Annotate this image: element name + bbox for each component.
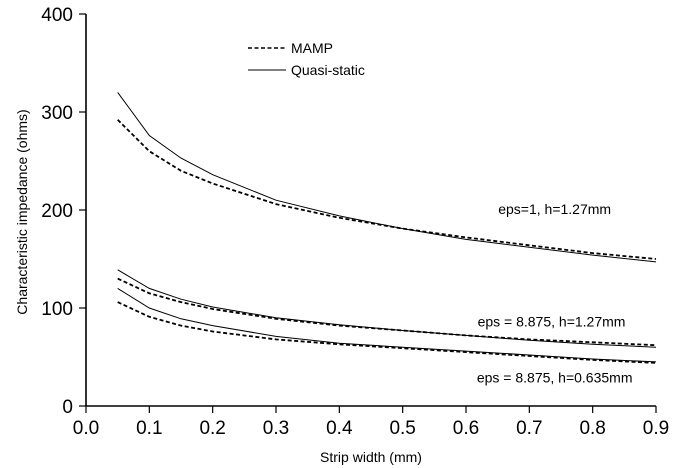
curve-group-annotation: eps = 8.875, h=0.635mm <box>477 369 633 385</box>
quasi-static-series-line <box>117 269 657 348</box>
mamp-series-line <box>117 277 657 347</box>
y-tick-label: 100 <box>41 299 73 320</box>
mamp-series-line <box>117 301 657 364</box>
quasi-static-series-line <box>117 92 657 263</box>
x-tick-label: 0.0 <box>73 418 99 439</box>
x-tick-label: 0.2 <box>199 418 225 439</box>
quasi-static-series-line <box>117 287 657 363</box>
y-tick-label: 0 <box>62 397 73 418</box>
x-tick-label: 0.8 <box>579 418 605 439</box>
x-ticks: 0.0 0.1 0.2 0.3 0.4 0.5 0.6 0.7 0.8 0.9 <box>73 406 669 439</box>
x-tick-label: 0.3 <box>263 418 289 439</box>
y-tick-label: 400 <box>41 5 73 26</box>
y-axis-title: Characteristic impedance (ohms) <box>14 109 30 314</box>
x-tick-label: 0.9 <box>643 418 669 439</box>
legend-mamp-label: MAMP <box>291 40 333 56</box>
y-tick-label: 200 <box>41 201 73 222</box>
mamp-series-line <box>117 119 657 260</box>
x-tick-label: 0.6 <box>453 418 479 439</box>
x-tick-label: 0.1 <box>136 418 162 439</box>
annotation-layer: eps=1, h=1.27mm eps = 8.875, h=1.27mm eps … <box>477 201 633 386</box>
x-tick-label: 0.5 <box>389 418 415 439</box>
x-tick-label: 0.7 <box>516 418 542 439</box>
legend-quasi-static-label: Quasi-static <box>291 62 365 78</box>
y-tick-label: 300 <box>41 103 73 124</box>
series-layer <box>117 92 657 364</box>
y-axis: 0 100 200 300 400 <box>41 5 87 418</box>
curve-group-annotation: eps=1, h=1.27mm <box>498 201 611 217</box>
curve-group-annotation: eps = 8.875, h=1.27mm <box>478 314 626 330</box>
y-ticks: 0 100 200 300 400 <box>41 5 86 418</box>
x-axis-title: Strip width (mm) <box>320 449 422 465</box>
x-tick-label: 0.4 <box>326 418 353 439</box>
x-axis: 0.0 0.1 0.2 0.3 0.4 0.5 0.6 0.7 0.8 0.9 <box>73 405 669 439</box>
legend: MAMP Quasi-static <box>248 40 365 78</box>
